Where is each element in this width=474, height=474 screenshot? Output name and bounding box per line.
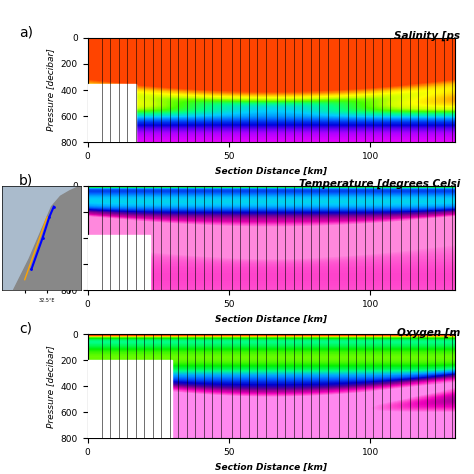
X-axis label: Section Distance [km]: Section Distance [km] (215, 463, 328, 472)
X-axis label: Section Distance [km]: Section Distance [km] (215, 314, 328, 323)
Text: Salinity [ps: Salinity [ps (394, 31, 460, 41)
Bar (88, 236, 150, 290)
Polygon shape (14, 186, 81, 290)
Y-axis label: Pressure [decibar]: Pressure [decibar] (46, 197, 55, 279)
Y-axis label: Pressure [decibar]: Pressure [decibar] (46, 345, 55, 428)
X-axis label: Section Distance [km]: Section Distance [km] (215, 166, 328, 175)
Y-axis label: Pressure [decibar]: Pressure [decibar] (46, 49, 55, 131)
Text: Temperature [degrees Celsi: Temperature [degrees Celsi (299, 179, 460, 190)
Bar (88, 360, 173, 438)
Text: a): a) (19, 26, 33, 40)
Text: c): c) (19, 322, 32, 336)
Bar (88, 83, 136, 142)
Text: Oxygen [m: Oxygen [m (397, 328, 460, 338)
Text: b): b) (19, 174, 33, 188)
